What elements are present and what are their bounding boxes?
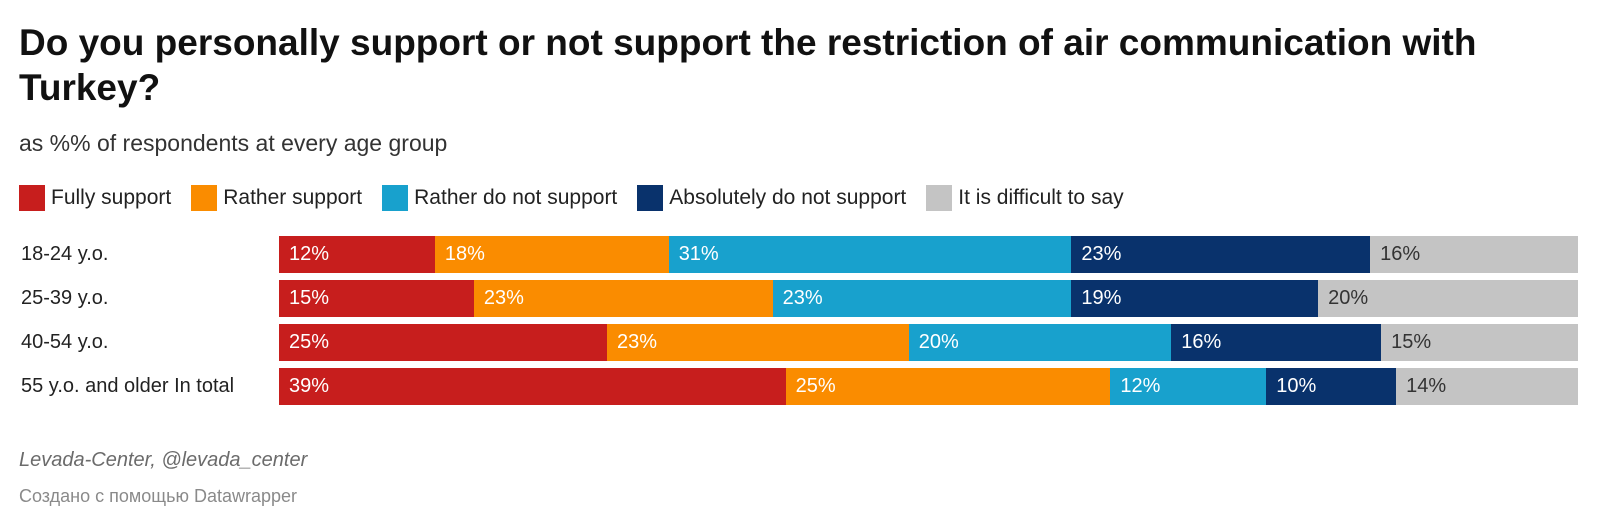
bar-segment: 39% — [279, 368, 786, 405]
data-label: 23% — [483, 287, 524, 309]
data-label: 39% — [289, 375, 330, 397]
bar-segment: 12% — [279, 236, 435, 273]
legend-swatch — [926, 185, 953, 211]
legend-swatch — [382, 185, 409, 211]
legend-swatch — [191, 185, 218, 211]
chart-legend: Fully support Rather support Rather do not… — [19, 184, 1144, 212]
stacked-bar: 39% 25% 12% 10% 14% — [279, 368, 1578, 405]
bar-segment: 23% — [772, 280, 1072, 317]
legend-item: Rather support — [191, 185, 362, 211]
data-label: 14% — [1406, 375, 1447, 397]
legend-label: Rather support — [223, 186, 363, 209]
bar-row: 55 y.o. and older In total 39% 25% 12% 10% 14… — [0, 368, 1600, 405]
bar-segment: 19% — [1071, 280, 1319, 317]
bar-segment: 23% — [1071, 236, 1371, 273]
bar-segment: 23% — [473, 280, 773, 317]
data-label: 15% — [1391, 331, 1432, 353]
stacked-bar: 12% 18% 31% 23% 16% — [279, 236, 1578, 273]
bar-row: 18-24 y.o. 12% 18% 31% 23% 16% — [0, 236, 1600, 273]
source-note: Levada-Center, @levada_center — [19, 449, 308, 471]
data-label: 20% — [1328, 287, 1369, 309]
data-label: 23% — [1081, 243, 1122, 265]
legend-label: Rather do not support — [414, 186, 618, 209]
category-label: 25-39 y.o. — [21, 287, 109, 309]
bar-segment: 16% — [1171, 324, 1382, 361]
bar-segment: 15% — [279, 280, 474, 317]
stacked-bar: 15% 23% 23% 19% 20% — [279, 280, 1578, 317]
legend-item: It is difficult to say — [926, 185, 1124, 211]
category-label: 55 y.o. and older In total — [21, 375, 235, 397]
data-label: 25% — [289, 331, 330, 353]
bar-segment: 18% — [434, 236, 669, 273]
category-label: 18-24 y.o. — [21, 243, 109, 265]
bar-segment: 31% — [668, 236, 1072, 273]
bar-segment: 10% — [1266, 368, 1397, 405]
legend-item: Absolutely do not support — [637, 185, 906, 211]
data-label: 19% — [1081, 287, 1122, 309]
bar-segment: 20% — [1318, 280, 1578, 317]
category-label: 40-54 y.o. — [21, 331, 109, 353]
bar-segment: 12% — [1110, 368, 1267, 405]
legend-item: Fully support — [19, 185, 171, 211]
data-label: 16% — [1181, 331, 1222, 353]
legend-label: Fully support — [51, 186, 172, 209]
legend-label: It is difficult to say — [958, 186, 1124, 209]
legend-label: Absolutely do not support — [669, 186, 907, 209]
data-label: 12% — [1120, 375, 1161, 397]
data-label: 20% — [918, 331, 959, 353]
data-label: 23% — [782, 287, 823, 309]
data-label: 16% — [1380, 243, 1421, 265]
stacked-bar: 25% 23% 20% 16% 15% — [279, 324, 1578, 361]
bar-segment: 16% — [1370, 236, 1578, 273]
bar-segment: 15% — [1381, 324, 1578, 361]
data-label: 10% — [1276, 375, 1317, 397]
chart-title: Do you personally support or not support… — [19, 22, 1477, 108]
data-label: 15% — [289, 287, 330, 309]
data-label: 23% — [617, 331, 658, 353]
bar-segment: 25% — [785, 368, 1111, 405]
data-label: 31% — [678, 243, 719, 265]
bar-segment: 20% — [908, 324, 1172, 361]
bar-segment: 25% — [279, 324, 608, 361]
legend-swatch — [637, 185, 664, 211]
bar-row: 40-54 y.o. 25% 23% 20% 16% 15% — [0, 324, 1600, 361]
data-label: 12% — [289, 243, 330, 265]
bar-segment: 23% — [607, 324, 909, 361]
legend-item: Rather do not support — [382, 185, 617, 211]
data-label: 18% — [444, 243, 485, 265]
credit-note: Создано с помощью Datawrapper — [19, 486, 298, 506]
data-label: 25% — [795, 375, 836, 397]
legend-swatch — [19, 185, 45, 211]
bar-segment: 14% — [1396, 368, 1578, 405]
chart-subtitle: as %% of respondents at every age group — [19, 130, 448, 156]
bar-row: 25-39 y.o. 15% 23% 23% 19% 20% — [0, 280, 1600, 317]
